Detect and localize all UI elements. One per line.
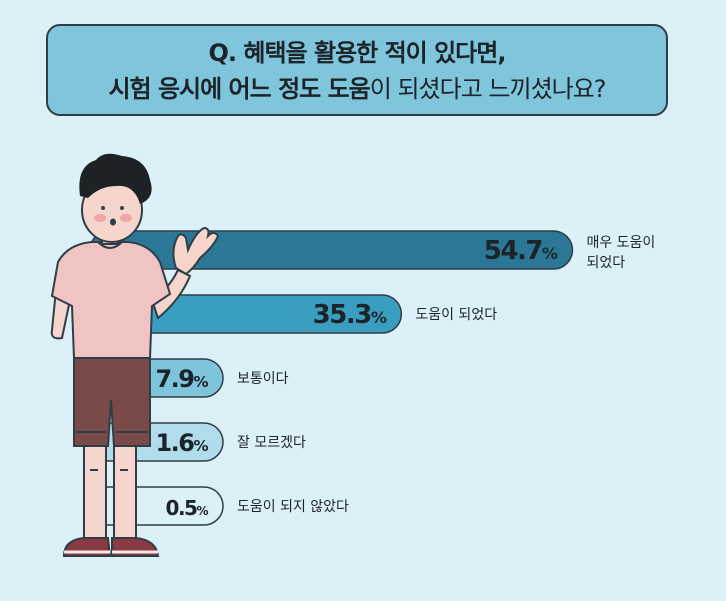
bar-category-label: 매우 도움이 되었다 (586, 235, 655, 271)
question-title-line1: Q. 혜택을 활용한 적이 있다면, (208, 39, 507, 67)
question-title-line2: 시험 응시에 어느 정도 도움이 되셨다고 느끼셨나요? (108, 75, 606, 103)
bar-value-label: 1.6% (155, 429, 208, 457)
question-title: Q. 혜택을 활용한 적이 있다면, 시험 응시에 어느 정도 도움이 되셨다고… (46, 24, 668, 116)
bar-value-label: 7.9% (155, 365, 208, 393)
bar-category-label: 잘 모르겠다 (237, 435, 306, 451)
bar-category-label: 도움이 되었다 (415, 307, 497, 323)
bar-value-label: 35.3% (313, 300, 387, 330)
bar-value-label: 0.5% (166, 496, 209, 520)
bar-category-label: 도움이 되지 않았다 (237, 499, 349, 515)
person-illustration (50, 153, 220, 557)
bar-value-label: 54.7% (484, 236, 558, 266)
bar-category-label: 보통이다 (237, 371, 289, 387)
